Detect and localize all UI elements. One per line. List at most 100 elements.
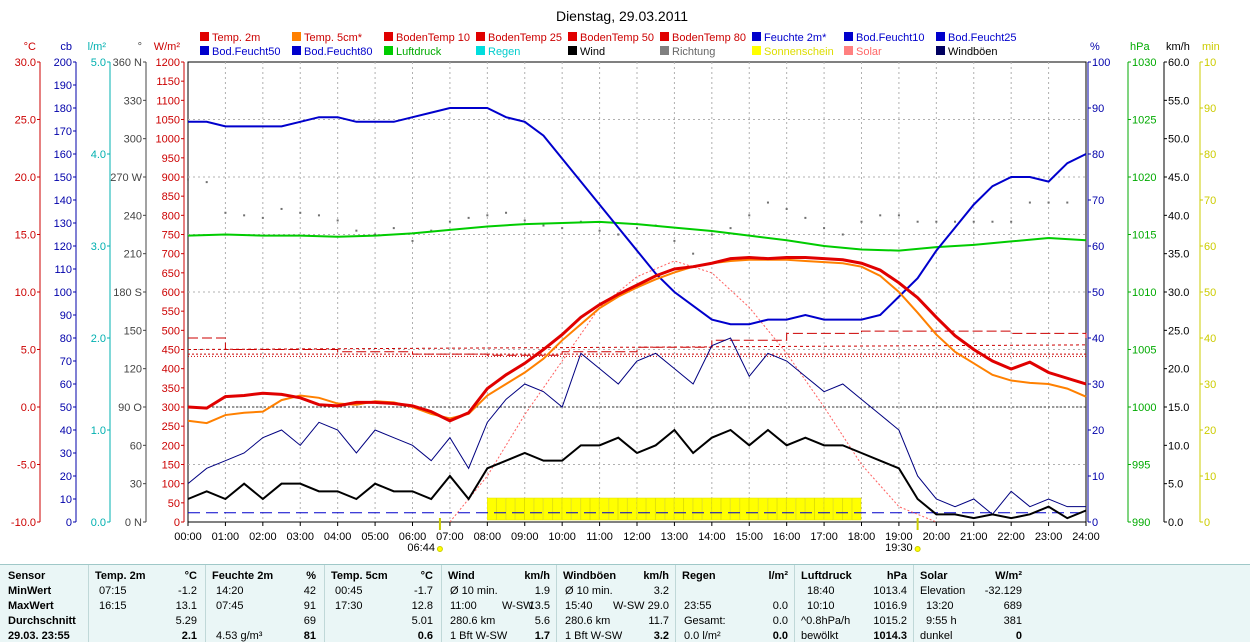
right-axis-tick-label: 60.0: [1168, 57, 1189, 69]
left-axis-tick-label: 1100: [156, 95, 180, 107]
right-axes: %1009080706050403020100hPa10301025102010…: [1087, 41, 1220, 529]
direction-dot: [972, 220, 975, 223]
left-axis-tick-label: 400: [162, 364, 180, 376]
value: -1.2: [178, 585, 197, 597]
x-tick-label: 13:00: [661, 531, 689, 543]
left-axis-tick-label: 60: [130, 440, 142, 452]
series-temp-5cm-: [187, 258, 1087, 425]
series-windb-en: [187, 337, 1086, 516]
right-axis-tick-label: 5.0: [1168, 479, 1183, 491]
direction: W-SW: [613, 600, 645, 612]
direction-dot: [804, 216, 807, 219]
x-tick-label: 23:00: [1035, 531, 1063, 543]
left-axis-tick-label: 3.0: [91, 241, 106, 253]
value: 1.7: [534, 630, 550, 642]
stats-col-temp2m: Temp. 2m °C 07:15 -1.2 16:15 13.1 5.29 2.1: [89, 565, 206, 642]
header: Regen: [682, 570, 716, 582]
legend-label: Windböen: [948, 46, 998, 58]
x-tick-label: 10:00: [548, 531, 576, 543]
right-axis-tick-label: 60: [1092, 241, 1104, 253]
x-tick-label: 06:00: [399, 531, 427, 543]
legend-swatch: [660, 46, 669, 55]
direction: W-SW: [502, 600, 534, 612]
left-axis-tick-label: 900: [162, 172, 180, 184]
right-axis-tick-label: 1020: [1132, 172, 1156, 184]
left-axis-tick-label: 10.0: [15, 287, 36, 299]
sunshine-bar: [805, 497, 815, 521]
x-tick-label: 24:00: [1072, 531, 1100, 543]
series-luftdruck: [187, 220, 1087, 252]
time: 00:45: [335, 585, 363, 597]
value: 69: [303, 615, 316, 627]
legend-swatch: [936, 32, 945, 41]
label: 280.6 km: [450, 615, 496, 627]
x-tick-label: 20:00: [923, 531, 951, 543]
right-axis-tick-label: 25.0: [1168, 325, 1189, 337]
sunshine-bar: [851, 497, 862, 521]
x-tick-label: 02:00: [249, 531, 277, 543]
value: 0.0: [772, 615, 788, 627]
left-axis-tick-label: 1000: [156, 134, 180, 146]
direction-dot: [243, 214, 246, 217]
left-axis-tick-label: 200: [162, 440, 180, 452]
right-axis-tick-label: 10.0: [1168, 440, 1189, 452]
right-axis-unit: km/h: [1166, 41, 1190, 53]
label: Elevation: [920, 585, 966, 597]
right-axis-tick-label: 80: [1204, 149, 1216, 161]
left-axis-tick-label: 800: [162, 210, 180, 222]
value: 42: [303, 585, 316, 597]
chart-title: Dienstag, 29.03.2011: [556, 8, 688, 24]
direction-dot: [710, 233, 713, 236]
sunshine-bar: [487, 497, 497, 521]
sunshine-bar: [627, 497, 637, 521]
sunshine-bar: [730, 497, 740, 521]
stats-col-sensor: Sensor MinWert MaxWert Durchschnitt 29.0…: [0, 565, 89, 642]
sunset-label: 19:30: [885, 542, 913, 554]
direction-dot: [766, 201, 769, 204]
left-axis-tick-label: 40: [60, 425, 72, 437]
right-axis-tick-label: 40: [1092, 333, 1104, 345]
legend-swatch: [200, 32, 209, 41]
sunshine-bar: [608, 497, 619, 521]
value: 13.1: [175, 600, 197, 612]
label: 9:55 h: [926, 615, 957, 627]
direction-dot: [598, 229, 601, 232]
sunshine-bar: [655, 497, 665, 521]
sunshine-bar: [823, 497, 834, 521]
value: -32.129: [984, 585, 1022, 597]
direction-dot: [673, 239, 676, 242]
sunshine-bar: [777, 497, 787, 521]
sunrise-dot: [436, 546, 443, 552]
right-axis-tick-label: 45.0: [1168, 172, 1189, 184]
left-axis-tick-label: 1.0: [91, 425, 106, 437]
right-axis-tick-label: 50: [1092, 287, 1104, 299]
right-axis-tick-label: 1010: [1132, 287, 1156, 299]
direction-dot: [954, 220, 957, 223]
left-axis-tick-label: 0.0: [91, 517, 106, 529]
left-axis-tick-label: 2.0: [91, 333, 106, 345]
x-tick-label: 09:00: [511, 531, 539, 543]
left-axis-tick-label: 60: [60, 379, 72, 391]
stats-table: Sensor MinWert MaxWert Durchschnitt 29.0…: [0, 564, 1250, 642]
left-axis-tick-label: 100: [162, 479, 180, 491]
left-axis-tick-label: 90: [60, 310, 72, 322]
series-wind: [187, 428, 1087, 520]
right-axis-tick-label: 30: [1204, 379, 1216, 391]
legend-label: Feuchte 2m*: [764, 32, 827, 44]
x-tick-label: 11:00: [586, 531, 613, 543]
left-axis-tick-label: 90 O: [118, 402, 142, 414]
left-axis-tick-label: 120: [124, 364, 142, 376]
value: 3.2: [653, 630, 669, 642]
direction-dot: [542, 224, 545, 227]
left-axis-tick-label: 70: [60, 356, 72, 368]
right-axis-unit: min: [1202, 41, 1220, 53]
sunshine-bar: [786, 497, 796, 521]
legend-label: Temp. 5cm*: [304, 32, 363, 44]
left-axis-tick-label: 10: [60, 494, 72, 506]
sunshine-bar: [795, 497, 806, 521]
left-axis-tick-label: 0.0: [21, 402, 36, 414]
value: 0.0: [772, 600, 788, 612]
left-axis-tick-label: 500: [162, 325, 180, 337]
right-axis-tick-label: 40: [1204, 333, 1216, 345]
value: 689: [1003, 600, 1022, 612]
